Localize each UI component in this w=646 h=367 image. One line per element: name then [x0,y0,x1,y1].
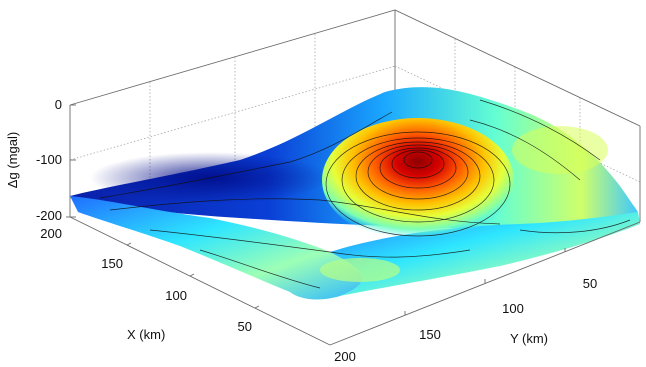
y-axis-title: Y (km) [510,331,548,346]
x-tick-label: 50 [238,319,252,334]
x-tick-label: 150 [101,256,123,271]
surface-peak [322,118,514,242]
contour-lines [99,99,631,289]
tick-marks [70,104,566,315]
x-axis-title: X (km) [127,327,165,342]
z-axis: 0 -100 -200 Δg (mgal) [5,97,62,223]
surface-front-region [70,196,363,300]
x-axis: 200 150 100 50 X (km) [40,226,252,342]
x-tick-label: 100 [165,288,187,303]
y-tick-label: 50 [583,276,597,291]
z-tick-label: 0 [55,97,62,112]
y-tick-label: 150 [419,327,441,342]
z-tick-label: -100 [36,152,62,167]
x-tick-label: 200 [40,226,62,241]
axes-box-front [66,216,641,346]
y-axis: 200 150 100 50 Y (km) [334,276,597,364]
z-axis-title: Δg (mgal) [5,132,20,188]
y-tick-label: 200 [334,349,356,364]
axes-box-back [69,9,641,222]
surface-mesh [70,87,640,300]
surface-front-ridge [320,258,400,282]
z-tick-label: -200 [36,208,62,223]
surface-yellow-ridge [512,126,608,174]
y-tick-label: 100 [502,301,524,316]
